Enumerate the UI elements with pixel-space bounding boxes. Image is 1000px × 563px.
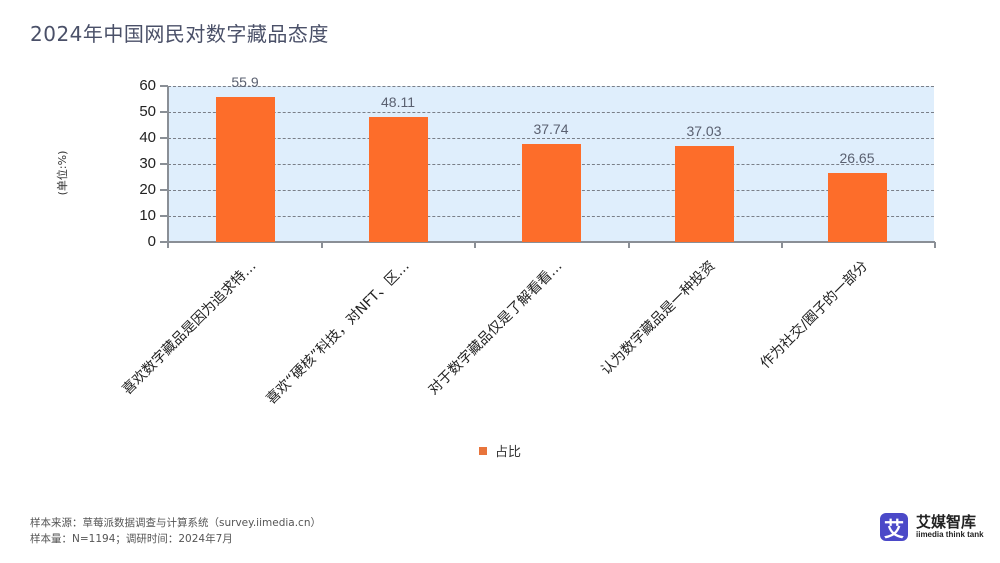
y-tick bbox=[160, 137, 168, 139]
x-category-label: 对于数字藏品仅是了解看看… bbox=[425, 258, 566, 399]
x-tick bbox=[934, 242, 936, 248]
bar[interactable] bbox=[828, 173, 887, 242]
x-category-label: 喜欢数字藏品是因为追求特… bbox=[119, 258, 260, 399]
y-tick bbox=[160, 215, 168, 217]
x-tick bbox=[321, 242, 323, 248]
y-tick bbox=[160, 163, 168, 165]
brand-logo: 艾 艾媒智库 iimedia think tank bbox=[880, 513, 984, 541]
bar[interactable] bbox=[675, 146, 734, 242]
y-tick-label: 50 bbox=[139, 103, 156, 120]
y-tick-label: 30 bbox=[139, 155, 156, 172]
data-label: 48.11 bbox=[381, 94, 415, 110]
y-tick bbox=[160, 85, 168, 87]
gridline-60 bbox=[168, 86, 934, 87]
source-note: 样本来源：草莓派数据调查与计算系统（survey.iimedia.cn） bbox=[30, 517, 321, 529]
data-label: 37.74 bbox=[533, 121, 569, 137]
x-category-label: 作为社交/圈子的一部分 bbox=[757, 258, 872, 372]
chart-title: 2024年中国网民对数字藏品态度 bbox=[30, 22, 329, 46]
y-tick bbox=[160, 111, 168, 113]
data-label: 37.03 bbox=[686, 123, 722, 139]
x-tick bbox=[167, 242, 169, 248]
x-tick bbox=[628, 242, 630, 248]
legend[interactable]: 占比 bbox=[479, 441, 521, 460]
y-tick-label: 10 bbox=[139, 207, 156, 224]
legend-swatch bbox=[479, 446, 487, 455]
y-tick bbox=[160, 241, 168, 243]
logo-name-cn: 艾媒智库 bbox=[916, 513, 977, 532]
y-tick-label: 40 bbox=[139, 129, 156, 146]
logo-icon: 艾 bbox=[880, 513, 908, 541]
x-category-label: 喜欢“硬核”科技，对NFT、区… bbox=[262, 258, 413, 408]
logo-name-en: iimedia think tank bbox=[916, 529, 984, 539]
bar[interactable] bbox=[369, 117, 428, 242]
x-tick bbox=[781, 242, 783, 248]
y-tick-label: 60 bbox=[139, 77, 156, 94]
y-axis-label: (单位:%) bbox=[56, 150, 69, 196]
y-tick-label: 20 bbox=[139, 181, 156, 198]
bar[interactable] bbox=[216, 97, 275, 242]
gridline-50 bbox=[168, 112, 934, 113]
data-label: 55.9 bbox=[231, 74, 259, 90]
bar[interactable] bbox=[522, 144, 581, 242]
x-category-label: 认为数字藏品是一种投资 bbox=[598, 258, 719, 379]
legend-label: 占比 bbox=[495, 445, 522, 460]
y-tick bbox=[160, 189, 168, 191]
y-tick-label: 0 bbox=[147, 233, 156, 250]
y-axis bbox=[167, 86, 169, 244]
x-tick bbox=[474, 242, 476, 248]
data-label: 26.65 bbox=[839, 150, 875, 166]
sample-note: 样本量：N=1194；调研时间：2024年7月 bbox=[30, 533, 233, 545]
gridline-40 bbox=[168, 138, 934, 139]
